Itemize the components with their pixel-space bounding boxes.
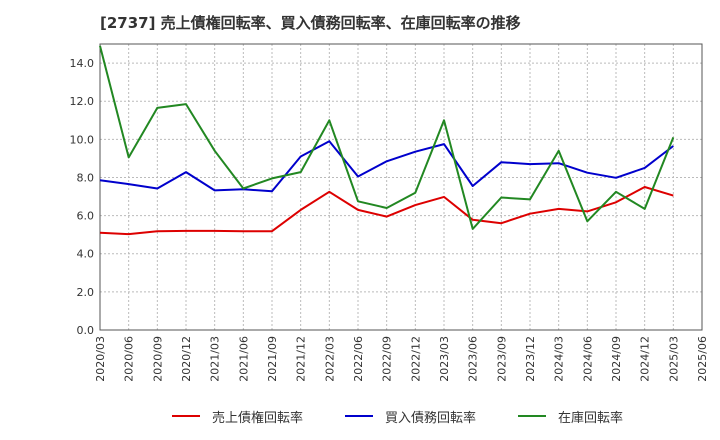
y-tick-label: 14.0 — [70, 57, 95, 70]
legend-label-payables: 買入債務回転率 — [385, 410, 477, 426]
legend: 売上債権回転率 買入債務回転率 在庫回転率 — [0, 406, 720, 426]
y-tick-label: 12.0 — [70, 95, 95, 108]
x-tick-label: 2025/03 — [667, 336, 680, 382]
legend-label-inventory: 在庫回転率 — [558, 410, 624, 426]
plot-frame — [99, 43, 703, 331]
y-tick-label: 0.0 — [77, 324, 95, 337]
x-tick-label: 2020/03 — [94, 336, 107, 382]
x-tick-label: 2024/06 — [581, 336, 594, 382]
x-tick-label: 2023/06 — [467, 336, 480, 382]
series-line-2 — [99, 45, 675, 230]
legend-item-sales-receivables: 売上債権回転率 — [172, 406, 303, 426]
x-tick-label: 2022/06 — [352, 336, 365, 382]
x-tick-label: 2021/12 — [295, 336, 308, 382]
grid-layer — [99, 44, 703, 331]
x-tick-label: 2023/12 — [524, 336, 537, 382]
y-tick-label: 6.0 — [77, 210, 95, 223]
x-tick-label: 2020/12 — [180, 336, 193, 382]
y-tick-label: 2.0 — [77, 286, 95, 299]
legend-swatch-payables — [345, 415, 373, 417]
x-tick-label: 2025/06 — [696, 336, 709, 382]
x-tick-label: 2021/03 — [209, 336, 222, 382]
series-layer — [99, 45, 675, 236]
chart-title: [2737] 売上債権回転率、買入債務回転率、在庫回転率の推移 — [100, 14, 521, 32]
y-tick-label: 10.0 — [70, 133, 95, 146]
x-tick-label: 2022/09 — [381, 336, 394, 382]
legend-swatch-sales-receivables — [172, 415, 200, 417]
x-tick-label: 2024/09 — [610, 336, 623, 382]
x-tick-label: 2020/09 — [151, 336, 164, 382]
series-line-0 — [99, 186, 674, 236]
legend-item-payables: 買入債務回転率 — [345, 406, 476, 426]
x-tick-label: 2024/03 — [553, 336, 566, 382]
tick-layer: 0.0 2.0 4.0 6.0 8.0 10.0 12.0 14.0 2020/03 2020/0… — [70, 57, 710, 382]
legend-item-inventory: 在庫回転率 — [518, 406, 623, 426]
x-tick-label: 2022/03 — [323, 336, 336, 382]
x-tick-label: 2020/06 — [123, 336, 136, 382]
series-line-1 — [99, 140, 674, 193]
y-tick-label: 8.0 — [77, 171, 95, 184]
x-tick-label: 2023/03 — [438, 336, 451, 382]
x-tick-label: 2022/12 — [409, 336, 422, 382]
legend-swatch-inventory — [518, 415, 546, 417]
x-tick-label: 2021/09 — [266, 336, 279, 382]
y-tick-label: 4.0 — [77, 248, 95, 261]
x-tick-label: 2021/06 — [237, 336, 250, 382]
legend-label-sales-receivables: 売上債権回転率 — [212, 410, 304, 426]
x-tick-label: 2024/12 — [639, 336, 652, 382]
x-tick-label: 2023/09 — [495, 336, 508, 382]
